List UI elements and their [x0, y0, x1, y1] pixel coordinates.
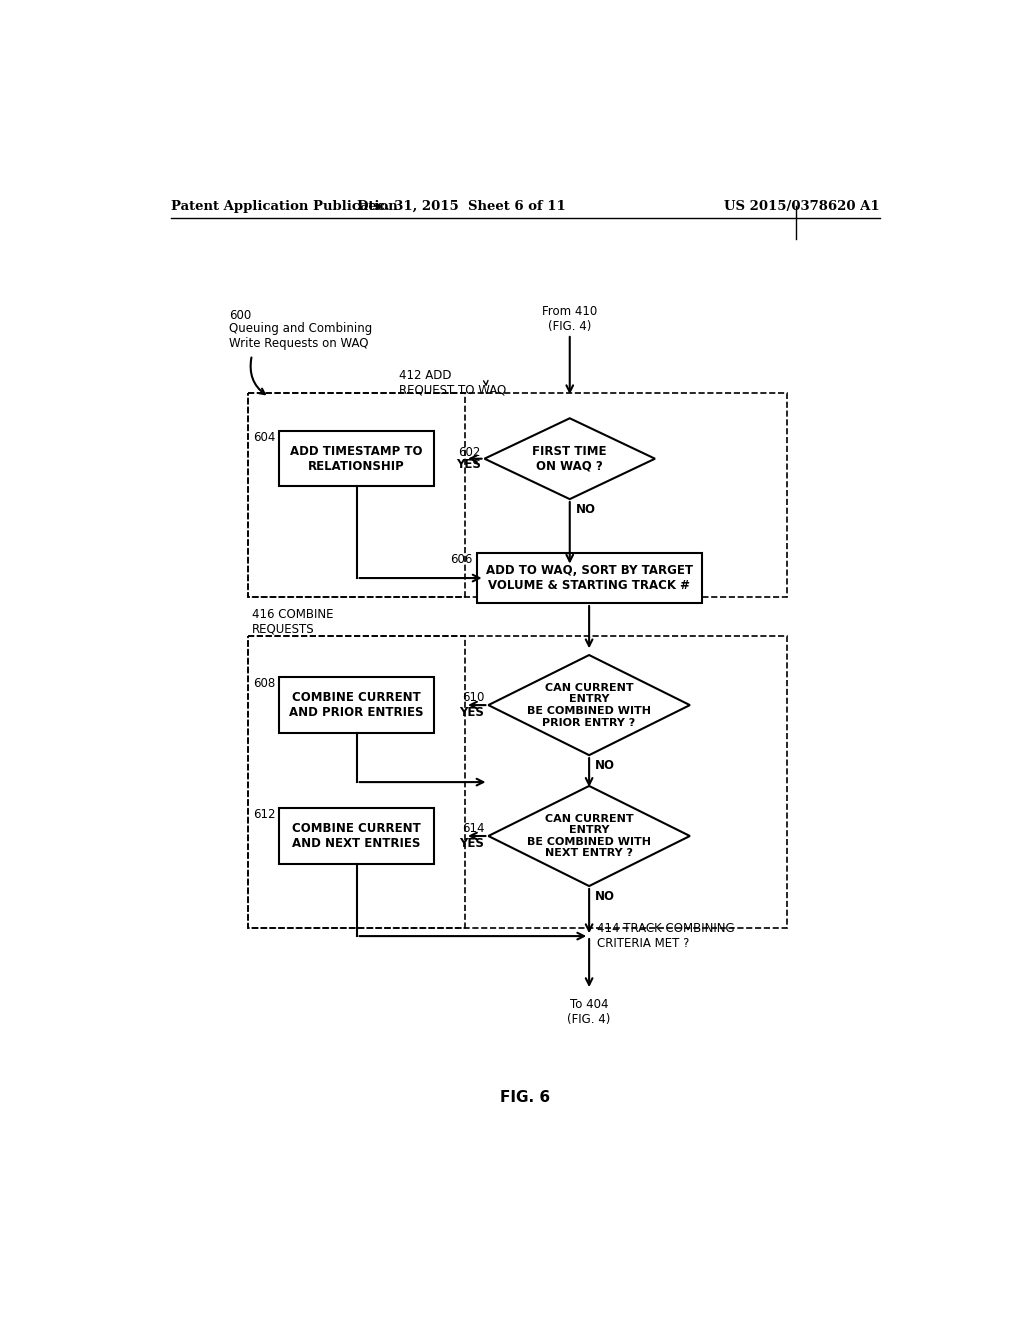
Polygon shape [488, 655, 690, 755]
Text: 600: 600 [228, 309, 251, 322]
Text: NO: NO [575, 503, 596, 516]
Text: 610: 610 [462, 690, 484, 704]
Text: NO: NO [595, 890, 615, 903]
Text: 412 ADD
REQUEST TO WAQ: 412 ADD REQUEST TO WAQ [399, 368, 507, 396]
Text: 612: 612 [253, 808, 275, 821]
FancyBboxPatch shape [280, 808, 434, 863]
Text: CAN CURRENT
ENTRY
BE COMBINED WITH
NEXT ENTRY ?: CAN CURRENT ENTRY BE COMBINED WITH NEXT … [527, 813, 651, 858]
Text: Dec. 31, 2015  Sheet 6 of 11: Dec. 31, 2015 Sheet 6 of 11 [357, 199, 565, 213]
FancyBboxPatch shape [280, 430, 434, 487]
Text: To 404
(FIG. 4): To 404 (FIG. 4) [567, 998, 610, 1026]
Text: 416 COMBINE
REQUESTS: 416 COMBINE REQUESTS [252, 607, 334, 636]
Text: 608: 608 [253, 677, 275, 690]
Text: 604: 604 [253, 430, 275, 444]
Text: 602: 602 [459, 446, 480, 459]
Text: CAN CURRENT
ENTRY
BE COMBINED WITH
PRIOR ENTRY ?: CAN CURRENT ENTRY BE COMBINED WITH PRIOR… [527, 682, 651, 727]
Text: Queuing and Combining
Write Requests on WAQ: Queuing and Combining Write Requests on … [228, 322, 372, 350]
FancyBboxPatch shape [477, 553, 701, 603]
Text: 614: 614 [462, 822, 484, 834]
Text: YES: YES [456, 458, 480, 471]
Text: US 2015/0378620 A1: US 2015/0378620 A1 [724, 199, 880, 213]
Text: COMBINE CURRENT
AND NEXT ENTRIES: COMBINE CURRENT AND NEXT ENTRIES [292, 822, 421, 850]
Text: 606: 606 [451, 553, 473, 566]
Text: NO: NO [595, 759, 615, 772]
Text: Patent Application Publication: Patent Application Publication [171, 199, 397, 213]
Text: YES: YES [460, 837, 484, 850]
Text: ADD TIMESTAMP TO
RELATIONSHIP: ADD TIMESTAMP TO RELATIONSHIP [291, 445, 423, 473]
Polygon shape [488, 785, 690, 886]
Polygon shape [484, 418, 655, 499]
Text: 414 TRACK COMBINING
CRITERIA MET ?: 414 TRACK COMBINING CRITERIA MET ? [597, 923, 734, 950]
Text: YES: YES [460, 706, 484, 719]
Text: FIG. 6: FIG. 6 [500, 1090, 550, 1105]
Text: COMBINE CURRENT
AND PRIOR ENTRIES: COMBINE CURRENT AND PRIOR ENTRIES [290, 692, 424, 719]
Text: FIRST TIME
ON WAQ ?: FIRST TIME ON WAQ ? [532, 445, 607, 473]
FancyBboxPatch shape [280, 677, 434, 733]
Text: ADD TO WAQ, SORT BY TARGET
VOLUME & STARTING TRACK #: ADD TO WAQ, SORT BY TARGET VOLUME & STAR… [485, 564, 692, 593]
Text: From 410
(FIG. 4): From 410 (FIG. 4) [542, 305, 597, 333]
